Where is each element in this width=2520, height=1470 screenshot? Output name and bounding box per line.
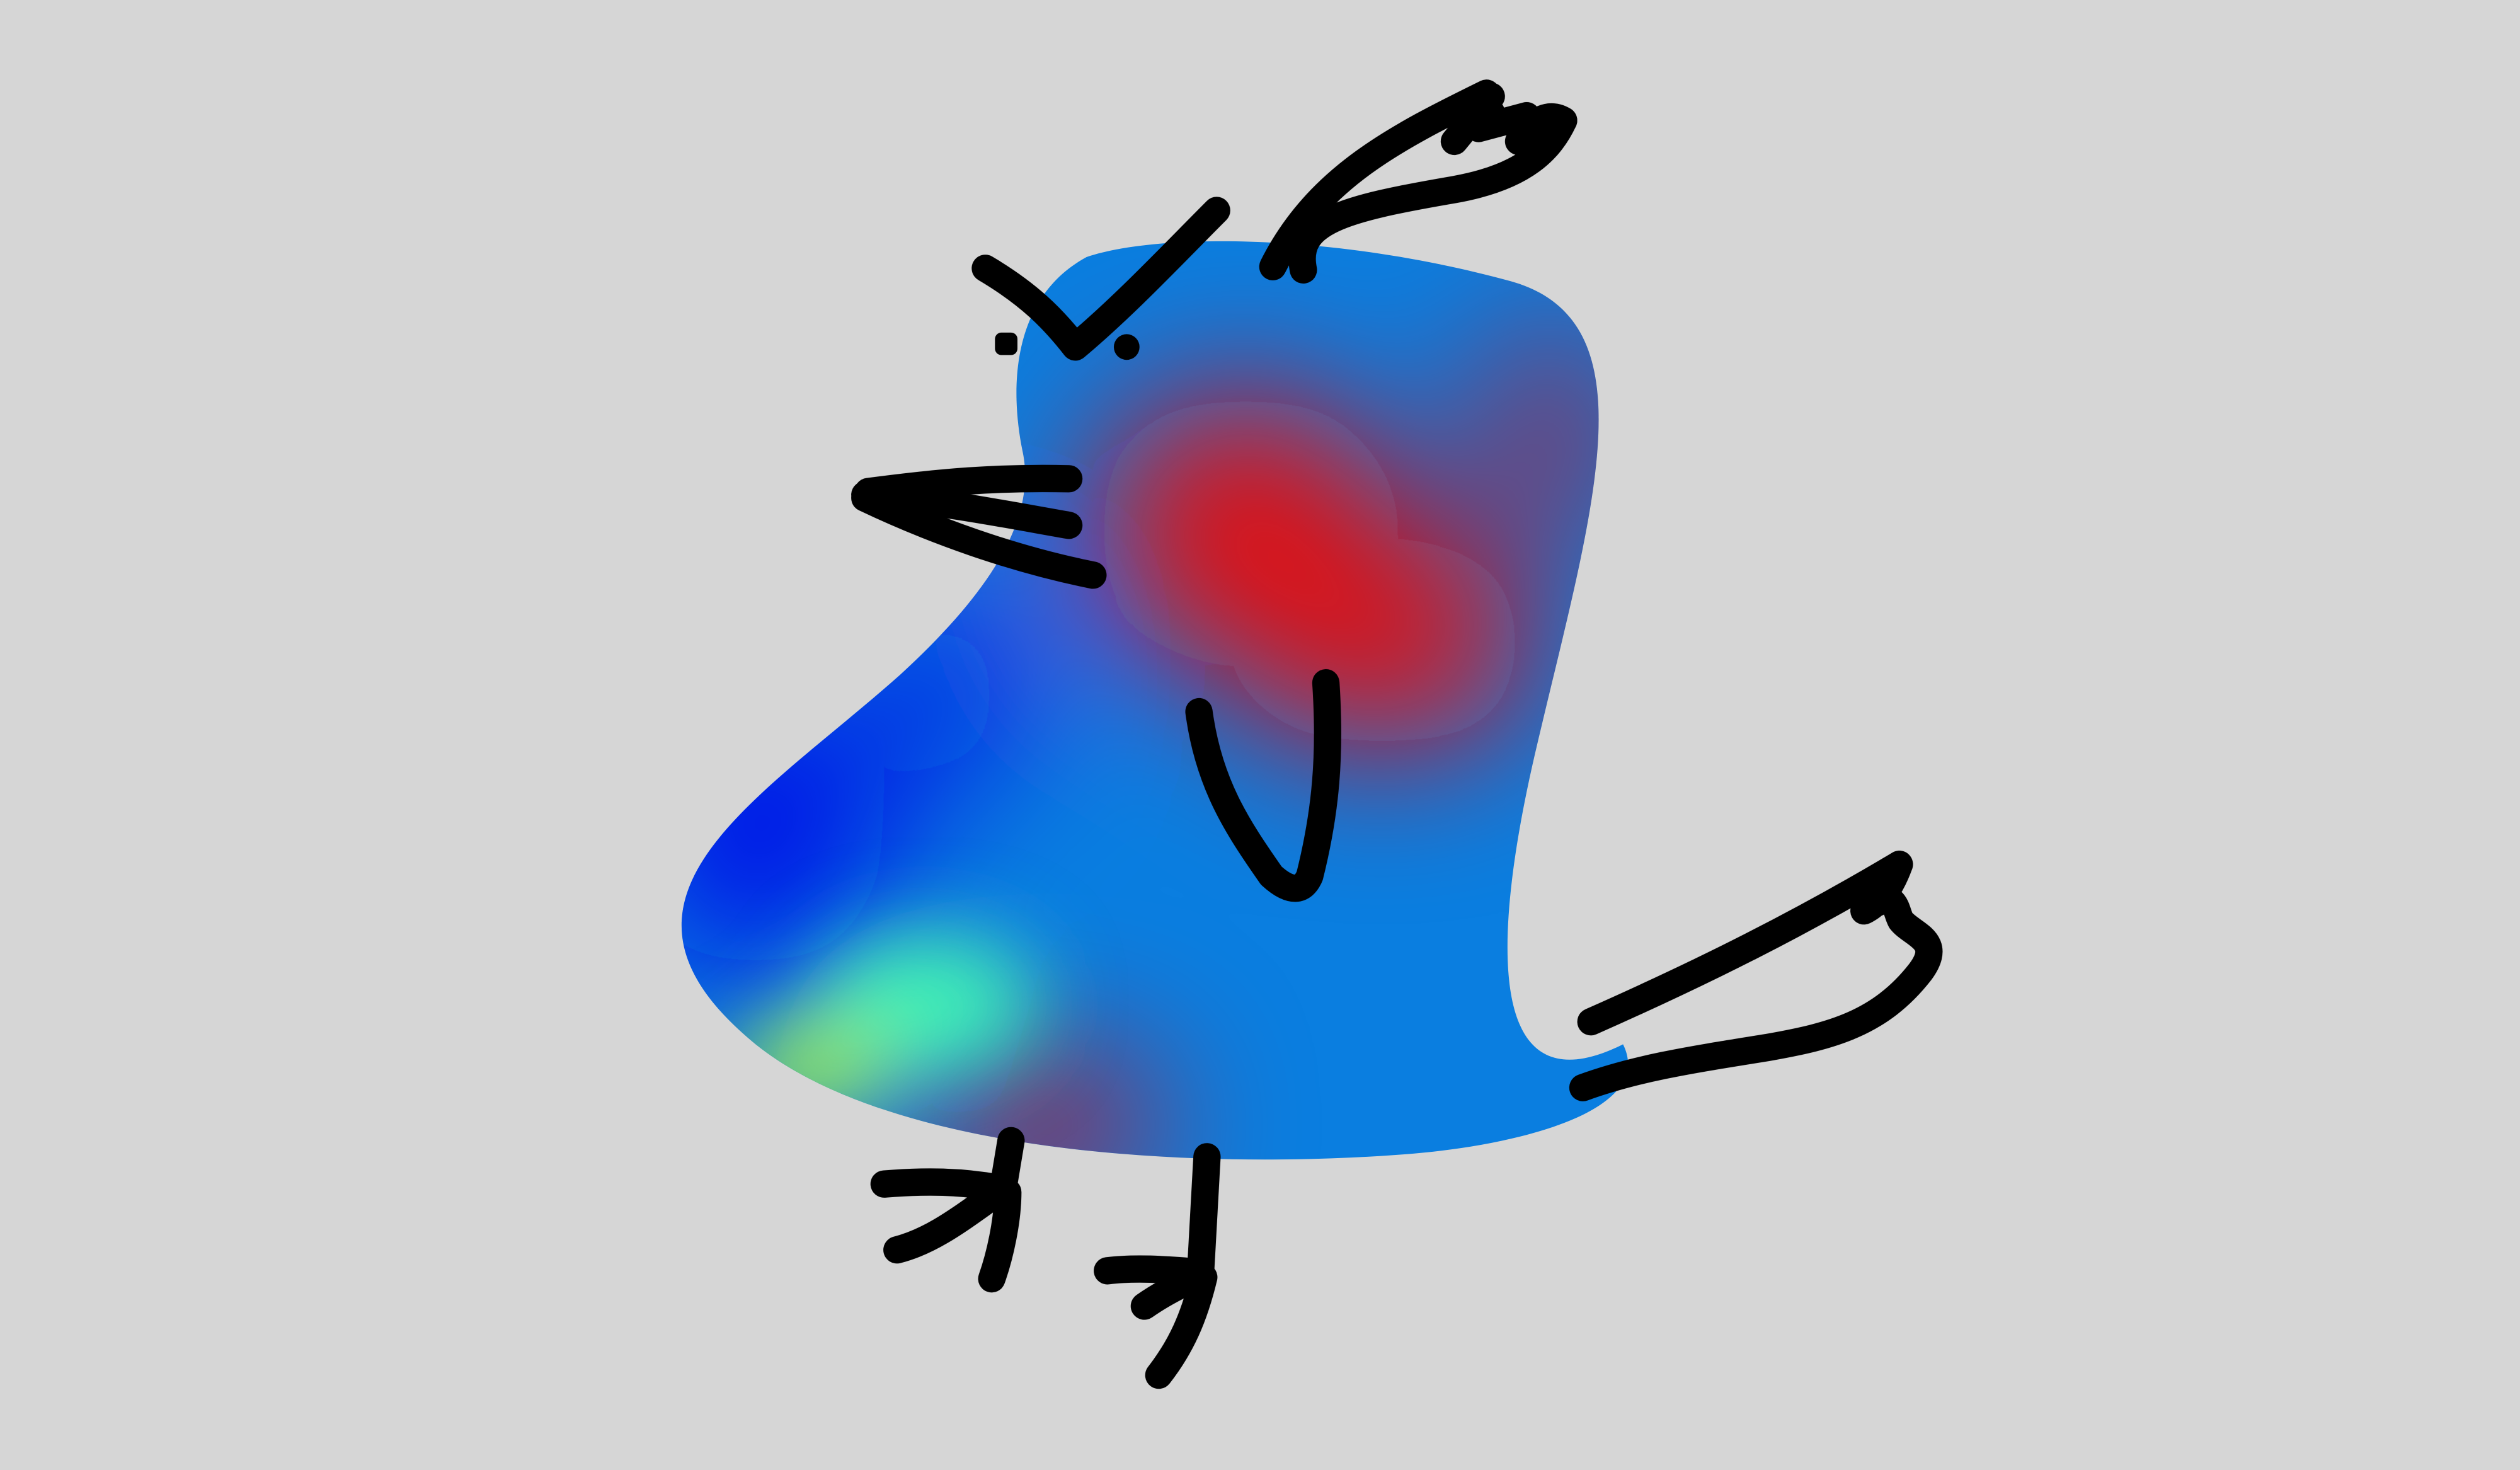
tail	[1569, 851, 1943, 1101]
right-leg	[1094, 1143, 1221, 1389]
right-eye-icon	[1113, 334, 1140, 360]
left-eye-icon	[995, 332, 1017, 355]
head-crest	[1259, 79, 1578, 284]
left-leg	[870, 1127, 1025, 1293]
beak	[851, 464, 1107, 589]
eyebrow	[971, 197, 1230, 361]
wing	[1185, 669, 1342, 902]
